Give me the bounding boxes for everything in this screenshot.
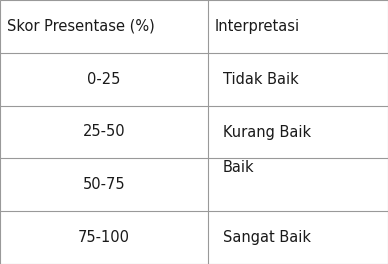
Text: 75-100: 75-100 xyxy=(78,230,130,245)
Text: Skor Presentase (%): Skor Presentase (%) xyxy=(7,19,155,34)
Text: 50-75: 50-75 xyxy=(83,177,125,192)
Text: Sangat Baik: Sangat Baik xyxy=(223,230,311,245)
Text: Interpretasi: Interpretasi xyxy=(215,19,300,34)
Text: 0-25: 0-25 xyxy=(87,72,121,87)
Text: Baik: Baik xyxy=(223,161,255,175)
Text: Tidak Baik: Tidak Baik xyxy=(223,72,299,87)
Text: Kurang Baik: Kurang Baik xyxy=(223,125,311,139)
Text: 25-50: 25-50 xyxy=(83,125,125,139)
